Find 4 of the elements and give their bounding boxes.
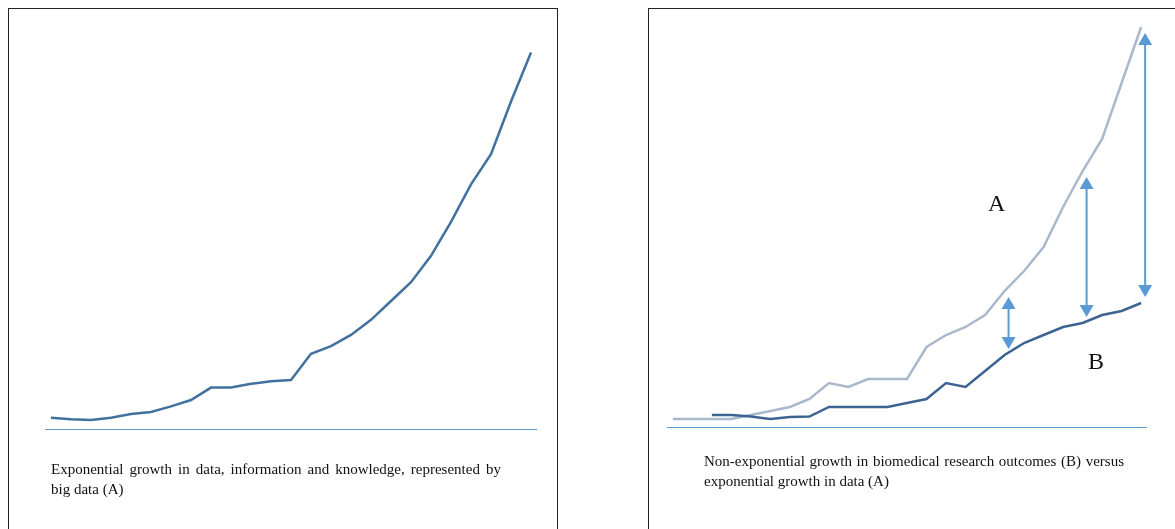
text: Non-exponential growth in biomedical research outcomes (B) versus exponential growth in data (A) [704,452,1124,491]
text: Exponential growth in data, information and knowledge, represented by big data (A) [51,460,501,499]
series-label: A [988,190,1006,216]
series-label: B [1088,348,1105,374]
